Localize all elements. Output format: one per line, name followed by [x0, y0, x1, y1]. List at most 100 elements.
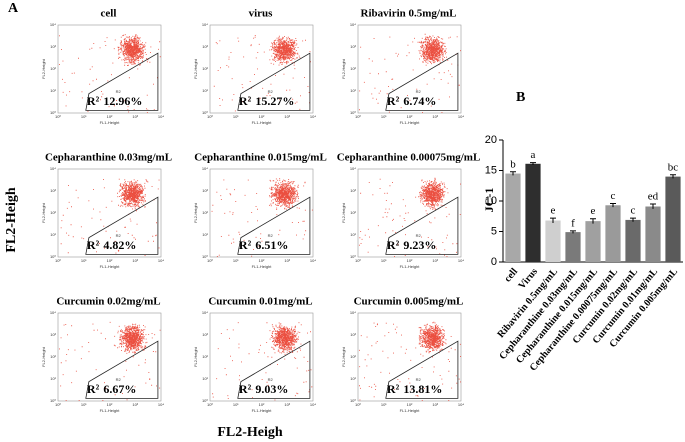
plot-x-label: FL1-Height	[400, 408, 421, 413]
gate	[237, 196, 311, 255]
r-percent: 4.82%	[103, 238, 136, 252]
tick-label: 10⁰	[207, 114, 213, 119]
tick-label: 10¹	[350, 88, 356, 93]
plot-frame	[57, 312, 162, 402]
plot-title: Cepharanthine 0.03mg/mL	[45, 152, 172, 164]
x-axis-label: FL2-Heigh	[217, 425, 283, 440]
bar	[605, 205, 621, 262]
tick-label: 10³	[350, 188, 356, 193]
plot-y-label: FL2-Height	[341, 202, 346, 223]
plot-frame	[357, 312, 462, 402]
tick-label: 10³	[132, 402, 138, 407]
tick-label: 10¹	[202, 376, 208, 381]
tick-label: 10⁰	[55, 402, 61, 407]
gate-label: R2	[416, 89, 422, 94]
bar	[525, 163, 541, 262]
tick-label: 10¹	[202, 88, 208, 93]
tick-label: 10¹	[81, 402, 87, 407]
tick-label: 10¹	[350, 376, 356, 381]
gate-label: R2	[116, 233, 122, 238]
tick-label: 10³	[132, 258, 138, 263]
tick-label: 10¹	[50, 232, 56, 237]
tick-label: 10⁴	[50, 310, 56, 315]
tick-label: 10³	[284, 402, 290, 407]
tick-label: 10²	[202, 66, 208, 71]
significance-letter: ed	[648, 191, 659, 203]
tick-label: 10³	[50, 44, 56, 49]
tick-label: 10¹	[202, 232, 208, 237]
error-bar	[530, 162, 536, 166]
tick-label: 10⁰	[207, 402, 213, 407]
bar	[565, 232, 581, 262]
tick-label: 10⁰	[50, 254, 56, 259]
tick-label: 10⁰	[55, 258, 61, 263]
dot-cloud	[359, 177, 461, 257]
tick-label: 10³	[432, 258, 438, 263]
r-percent: 6.67%	[103, 382, 136, 396]
bar	[665, 176, 681, 262]
gate-label: R2	[116, 377, 122, 382]
dot-cloud	[359, 321, 461, 401]
plot-title: Ribavirin 0.5mg/mL	[361, 8, 457, 20]
gate-label: R2	[416, 233, 422, 238]
tick-label: 10⁴	[350, 310, 356, 315]
significance-letter: a	[531, 149, 536, 161]
y-axis-label: FL2-Heigh	[4, 187, 19, 253]
y-tick-label: 20	[485, 134, 497, 146]
plot-x-label: FL1-Height	[400, 264, 421, 269]
significance-letter: f	[571, 217, 575, 229]
r-label: R²	[87, 382, 100, 396]
tick-label: 10¹	[381, 114, 387, 119]
plot-frame	[57, 24, 162, 114]
dot-cloud	[213, 35, 311, 112]
tick-label: 10³	[432, 402, 438, 407]
gate-label: R2	[268, 233, 274, 238]
plot-y-label: FL2-Height	[193, 58, 198, 79]
plot-title: cell	[101, 8, 117, 20]
tick-label: 10²	[350, 66, 356, 71]
significance-letter: e	[591, 205, 596, 217]
plot-x-label: FL1-Height	[100, 264, 121, 269]
tick-label: 10³	[350, 44, 356, 49]
tick-label: 10⁴	[350, 22, 356, 27]
tick-label: 10⁰	[355, 402, 361, 407]
tick-label: 10¹	[233, 402, 239, 407]
significance-letter: b	[510, 158, 516, 170]
tick-label: 10³	[432, 114, 438, 119]
tick-label: 10⁰	[350, 110, 356, 115]
tick-label: 10²	[407, 114, 413, 119]
plot-frame	[357, 24, 462, 114]
plot-x-label: FL1-Height	[252, 120, 273, 125]
tick-label: 10²	[107, 258, 113, 263]
error-bar	[590, 218, 596, 224]
r-percent: 13.81%	[403, 382, 442, 396]
plot-title: Cepharanthine 0.015mg/mL	[194, 152, 327, 164]
tick-label: 10⁴	[310, 402, 316, 407]
gate	[237, 340, 311, 399]
plot-y-label: FL2-Height	[193, 202, 198, 223]
tick-label: 10⁴	[458, 114, 464, 119]
plot-x-label: FL1-Height	[100, 120, 121, 125]
tick-label: 10³	[202, 332, 208, 337]
tick-label: 10⁰	[355, 114, 361, 119]
plot-y-label: FL2-Height	[41, 58, 46, 79]
plot-title: Curcumin 0.02mg/mL	[56, 296, 160, 308]
gate-label: R2	[268, 377, 274, 382]
significance-letter: e	[551, 205, 556, 217]
tick-label: 10²	[202, 210, 208, 215]
tick-label: 10³	[132, 114, 138, 119]
tick-label: 10¹	[81, 114, 87, 119]
plot-y-label: FL2-Height	[41, 346, 46, 367]
tick-label: 10²	[259, 402, 265, 407]
r-percent: 9.03%	[255, 382, 288, 396]
tick-label: 10²	[50, 66, 56, 71]
gate	[385, 196, 459, 255]
tick-label: 10²	[350, 354, 356, 359]
tick-label: 10⁰	[355, 258, 361, 263]
tick-label: 10³	[50, 332, 56, 337]
tick-label: 10¹	[233, 258, 239, 263]
y-axis-label: JC-1	[482, 188, 496, 213]
panel-label: A	[8, 1, 19, 16]
plot-frame	[209, 24, 314, 114]
